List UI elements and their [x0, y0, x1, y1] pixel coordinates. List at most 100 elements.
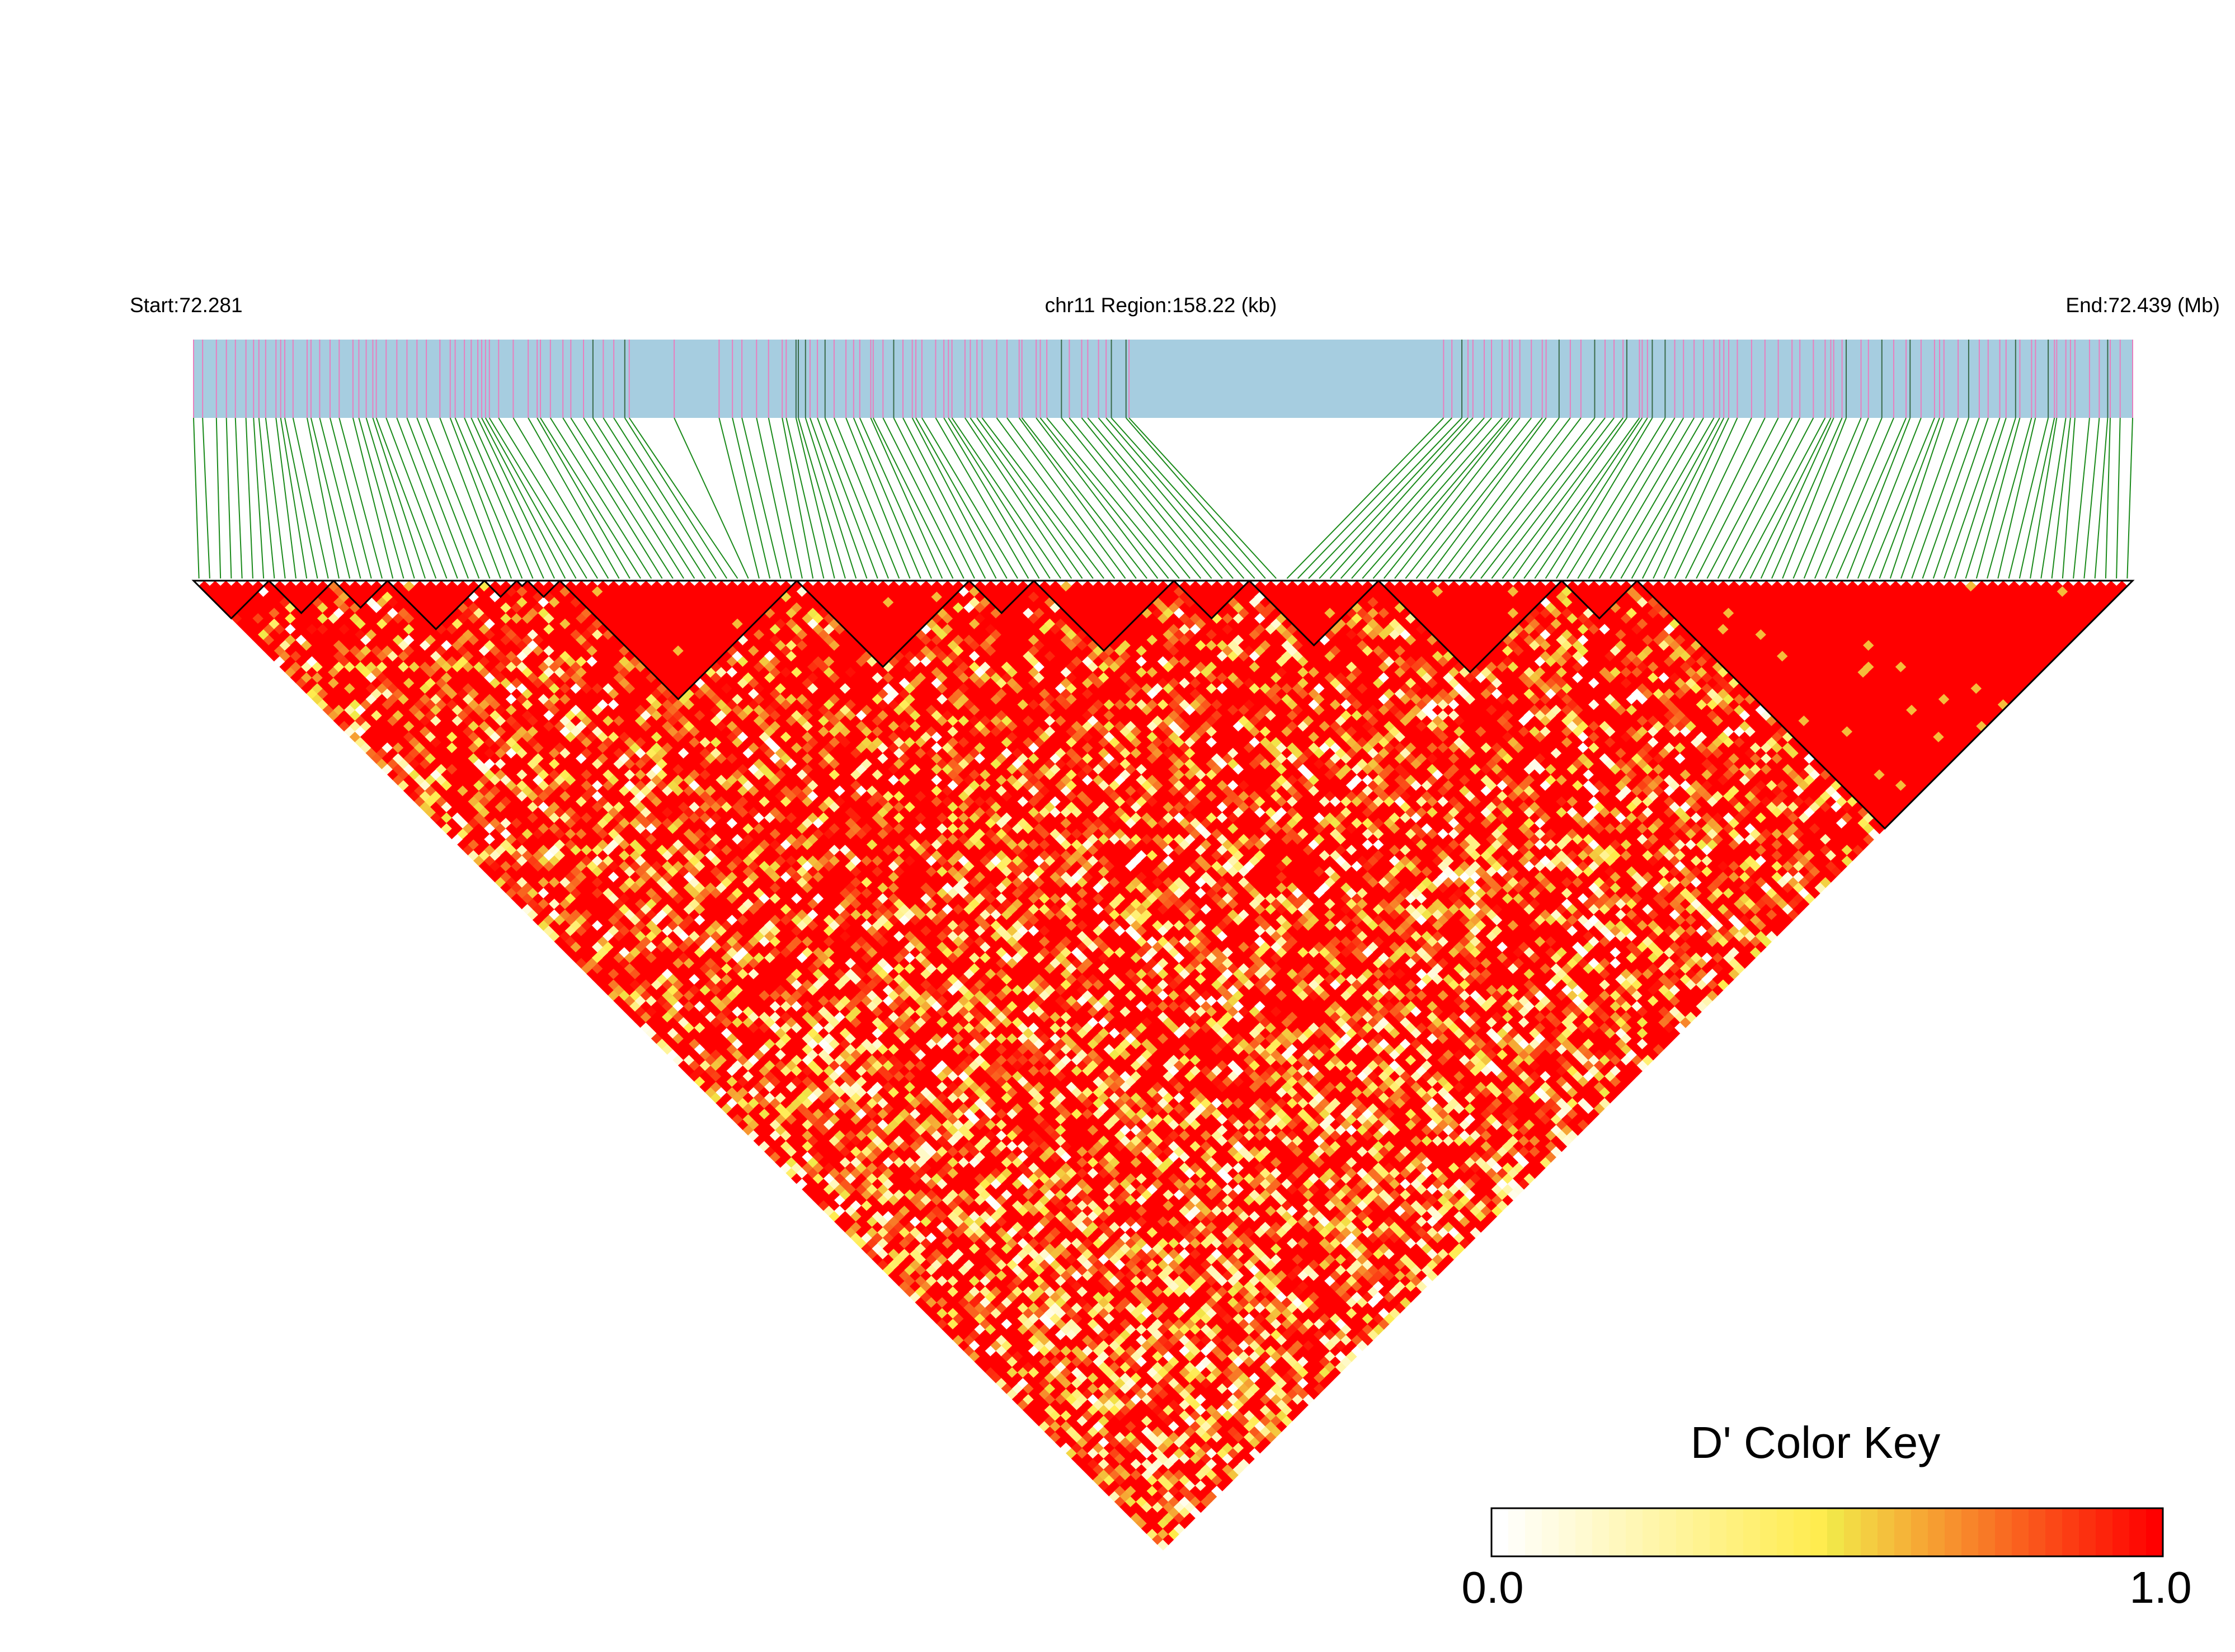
snp-connector-line: [1105, 417, 1245, 579]
region-header: Start:72.281 chr11 Region:158.22 (kb) En…: [130, 294, 2220, 317]
snp-connector-line: [951, 417, 1061, 579]
snp-connector-line: [1868, 417, 1935, 579]
snp-connector-line: [809, 417, 868, 579]
snp-connector-line: [1944, 417, 2001, 579]
snp-connector-line: [1803, 417, 1869, 579]
snp-connector-line: [834, 417, 900, 579]
snp-connector-line: [1739, 417, 1826, 579]
snp-connector-line: [2018, 417, 2055, 579]
snp-connector-line: [1620, 417, 1715, 579]
snp-connector-line: [2116, 417, 2121, 579]
snp-connector-line: [603, 417, 706, 579]
snp-connector-line: [477, 417, 555, 579]
snp-connector-line: [562, 417, 663, 579]
snp-connector-line: [215, 417, 222, 579]
snp-connector-line: [481, 417, 566, 579]
snp-connector-line: [1975, 417, 2021, 579]
snp-connector-line: [948, 417, 1051, 579]
ld-cell: [199, 581, 210, 592]
snp-connector-line: [872, 417, 954, 579]
snp-connector-line: [352, 417, 394, 579]
snp-connector-line: [882, 417, 964, 579]
snp-connector-line: [732, 417, 771, 579]
snp-connector-line: [1588, 417, 1685, 579]
snp-connector-line: [284, 417, 318, 579]
snp-connector-line: [1771, 417, 1843, 579]
snp-connector-line: [1021, 417, 1147, 579]
snp-connector-line: [911, 417, 997, 579]
ld-cell: [274, 581, 286, 592]
snp-connector-line: [1394, 417, 1521, 579]
snp-connector-line: [2083, 417, 2100, 579]
snp-connector-line: [454, 417, 523, 579]
snp-connector-line: [245, 417, 253, 579]
snp-connector-line: [921, 417, 1018, 579]
snp-connector-line: [1900, 417, 1959, 579]
snp-connector-line: [416, 417, 480, 579]
snp-connector-line: [859, 417, 932, 579]
snp-connector-line: [193, 417, 200, 579]
snp-connector-line: [1351, 417, 1492, 579]
snp-connector-line: [306, 417, 340, 579]
snp-connector-line: [1545, 417, 1648, 579]
ld-cell: [230, 581, 243, 592]
snp-connector-line: [1491, 417, 1615, 579]
snp-connector-line: [981, 417, 1104, 579]
snp-connector-line: [1825, 417, 1894, 579]
snp-connector-line: [804, 417, 857, 579]
snp-connector-line: [1641, 417, 1725, 579]
snp-connector-line: [1987, 417, 2032, 579]
snp-connector-line: [1631, 417, 1720, 579]
region-label: chr11 Region:158.22 (kb): [1045, 294, 1277, 317]
snp-connector-line: [1792, 417, 1862, 579]
snp-connector-line: [1663, 417, 1738, 579]
snp-connector-line: [1846, 417, 1911, 579]
start-label: Start:72.281: [130, 294, 243, 317]
snp-connector-line: [372, 417, 426, 579]
snp-connector-line: [1111, 417, 1255, 579]
snp-connector-line: [1728, 417, 1814, 579]
snp-connector-line: [275, 417, 297, 579]
snp-connector-line: [2073, 417, 2090, 579]
snp-connector-line: [1329, 417, 1474, 579]
snp-connector-line: [1308, 417, 1462, 579]
snp-connector-line: [1610, 417, 1704, 579]
snp-connector-line: [870, 417, 943, 579]
snp-connector-line: [265, 417, 286, 579]
snp-connector-line: [1857, 417, 1922, 579]
snp-connector-line: [310, 417, 351, 579]
snp-connector-line: [1598, 417, 1695, 579]
snp-connector-line: [996, 417, 1116, 579]
snp-connector-line: [1340, 417, 1485, 579]
snp-connector-line: [1081, 417, 1212, 579]
snp-connector-line: [718, 417, 760, 579]
snp-connector-line: [798, 417, 846, 579]
snp-connector-line: [1319, 417, 1469, 579]
snp-connector-line: [853, 417, 921, 579]
snp-connector-line: [1997, 417, 2036, 579]
snp-connector-line: [1098, 417, 1234, 579]
snp-connector-line: [498, 417, 598, 579]
snp-connector-line: [1696, 417, 1779, 579]
snp-connector-line: [1458, 417, 1582, 579]
snp-connector-line: [512, 417, 609, 579]
snp-connector-line: [1566, 417, 1666, 579]
snp-connector-line: [943, 417, 1040, 579]
snp-connector-line: [1814, 417, 1883, 579]
snp-connector-line: [902, 417, 986, 579]
snp-connector-line: [485, 417, 577, 579]
snp-connector-line: [1836, 417, 1907, 579]
ld-cell: [242, 581, 253, 592]
ld-cell: [209, 581, 221, 592]
snp-connector-lines: [193, 417, 2133, 579]
snp-connector-line: [1685, 417, 1766, 579]
snp-connector-line: [280, 417, 308, 579]
snp-connector-line: [756, 417, 792, 579]
snp-marks: [193, 340, 2133, 418]
snp-connector-line: [785, 417, 825, 579]
snp-connector-line: [253, 417, 265, 579]
gene-track: [194, 340, 2133, 418]
snp-connector-line: [1782, 417, 1847, 579]
snp-connector-line: [385, 417, 448, 579]
